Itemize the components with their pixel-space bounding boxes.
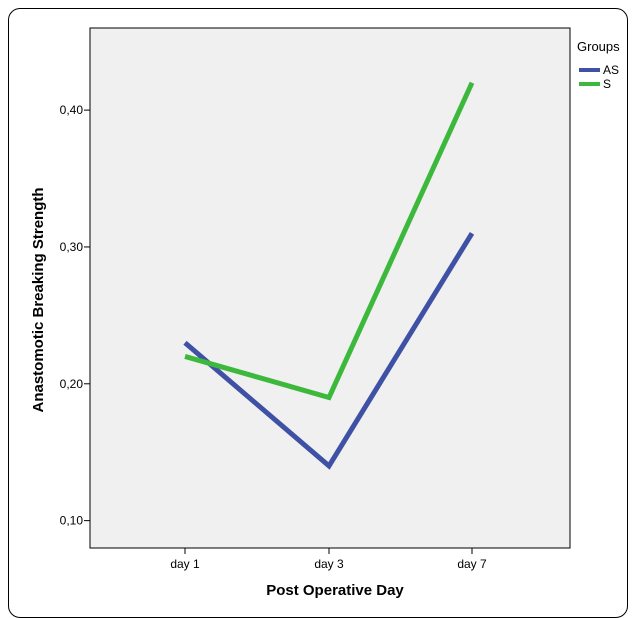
y-axis: 0,10 0,20 0,30 0,40 [60, 103, 90, 528]
y-tick-label: 0,20 [60, 377, 84, 391]
x-axis-title: Post Operative Day [266, 582, 404, 599]
legend-title: Groups [577, 39, 620, 54]
legend-label-as: AS [603, 63, 619, 77]
x-axis: day 1 day 3 day 7 [170, 548, 487, 571]
line-chart: 0,10 0,20 0,30 0,40 day 1 day 3 day 7 Anastom… [30, 27, 620, 599]
x-tick-label: day 7 [457, 557, 487, 571]
y-tick-label: 0,30 [60, 240, 84, 254]
series-line-as [183, 231, 475, 470]
legend: Groups ASS [577, 39, 620, 91]
series-lines [183, 81, 475, 470]
y-axis-title: Anastomotic Breaking Strength [30, 187, 47, 412]
series-line-s [184, 81, 475, 401]
y-tick-label: 0,10 [60, 514, 84, 528]
legend-label-s: S [603, 77, 611, 91]
plot-area [89, 27, 571, 549]
x-tick-label: day 3 [314, 557, 344, 571]
x-tick-label: day 1 [170, 557, 200, 571]
y-tick-label: 0,40 [60, 103, 84, 117]
